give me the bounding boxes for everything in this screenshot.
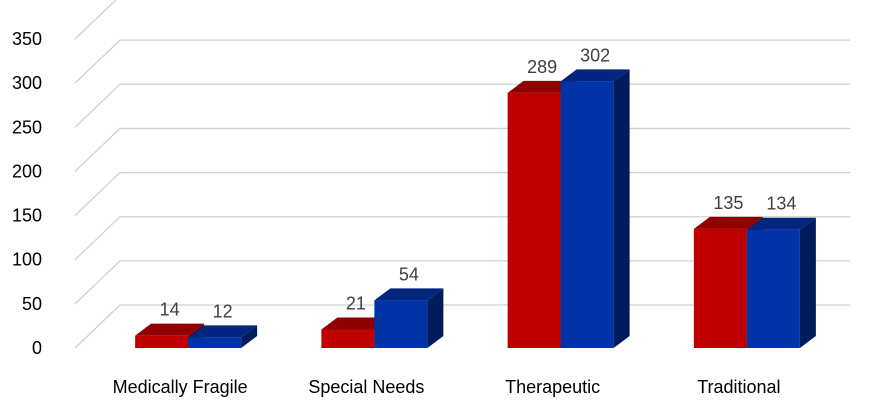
category-label: Therapeutic [505,377,600,397]
data-label: 135 [713,193,743,213]
y-tick-label: 50 [22,294,42,314]
y-axis-tick-labels: 0 50 100 150 200 250 300 350 [12,29,42,358]
bars [135,69,816,349]
data-label: 289 [527,57,557,77]
gridline [74,39,850,84]
gridline [74,0,117,40]
y-tick-label: 100 [12,250,42,270]
gridline [74,83,850,128]
category-labels: Medically Fragile Special Needs Therapeuti… [113,377,781,397]
bar [135,323,205,348]
y-tick-label: 350 [12,29,42,49]
bar [188,325,258,348]
data-label: 14 [160,300,180,320]
gridline [74,127,850,172]
data-label: 302 [580,45,610,65]
category-label: Traditional [697,377,780,397]
category-label: Medically Fragile [113,377,248,397]
y-tick-label: 200 [12,161,42,181]
bar [560,69,630,349]
data-label: 134 [766,194,796,214]
bar [746,217,816,348]
y-tick-label: 300 [12,73,42,93]
data-label: 12 [213,301,233,321]
category-label: Special Needs [308,377,424,397]
y-tick-label: 0 [32,338,42,358]
data-labels: 14 12 21 54 289 302 135 134 [160,45,797,321]
data-label: 21 [346,293,366,313]
y-tick-label: 250 [12,117,42,137]
y-tick-label: 150 [12,206,42,226]
gridlines [74,0,850,349]
data-label: 54 [399,264,419,284]
bar [374,288,444,348]
